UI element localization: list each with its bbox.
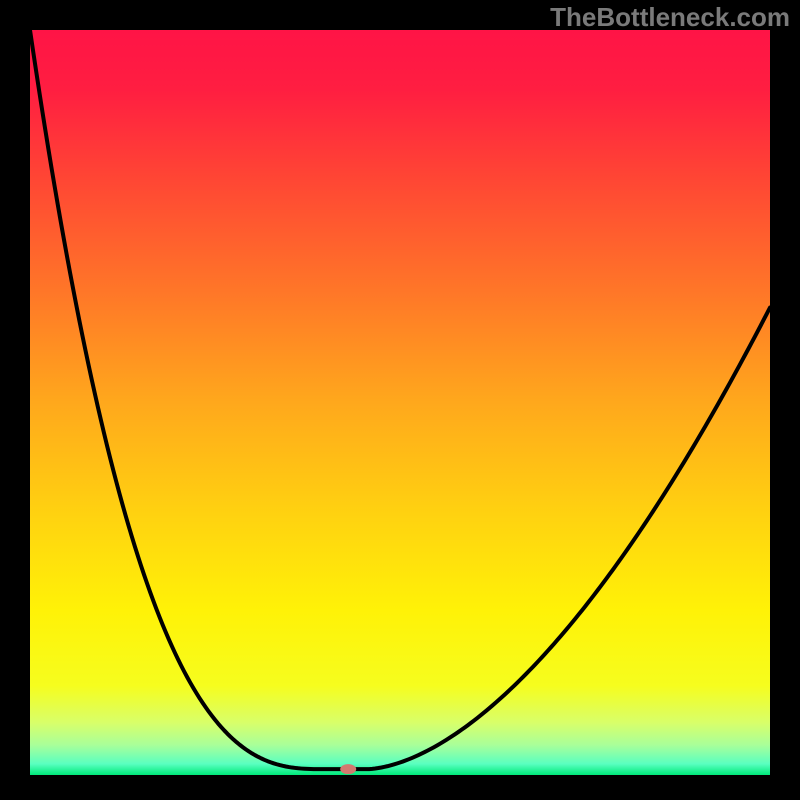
chart-container: TheBottleneck.com: [0, 0, 800, 800]
gradient-background: [30, 30, 770, 775]
watermark-text: TheBottleneck.com: [550, 2, 790, 33]
bottleneck-chart: [0, 0, 800, 800]
valley-marker: [340, 764, 356, 774]
